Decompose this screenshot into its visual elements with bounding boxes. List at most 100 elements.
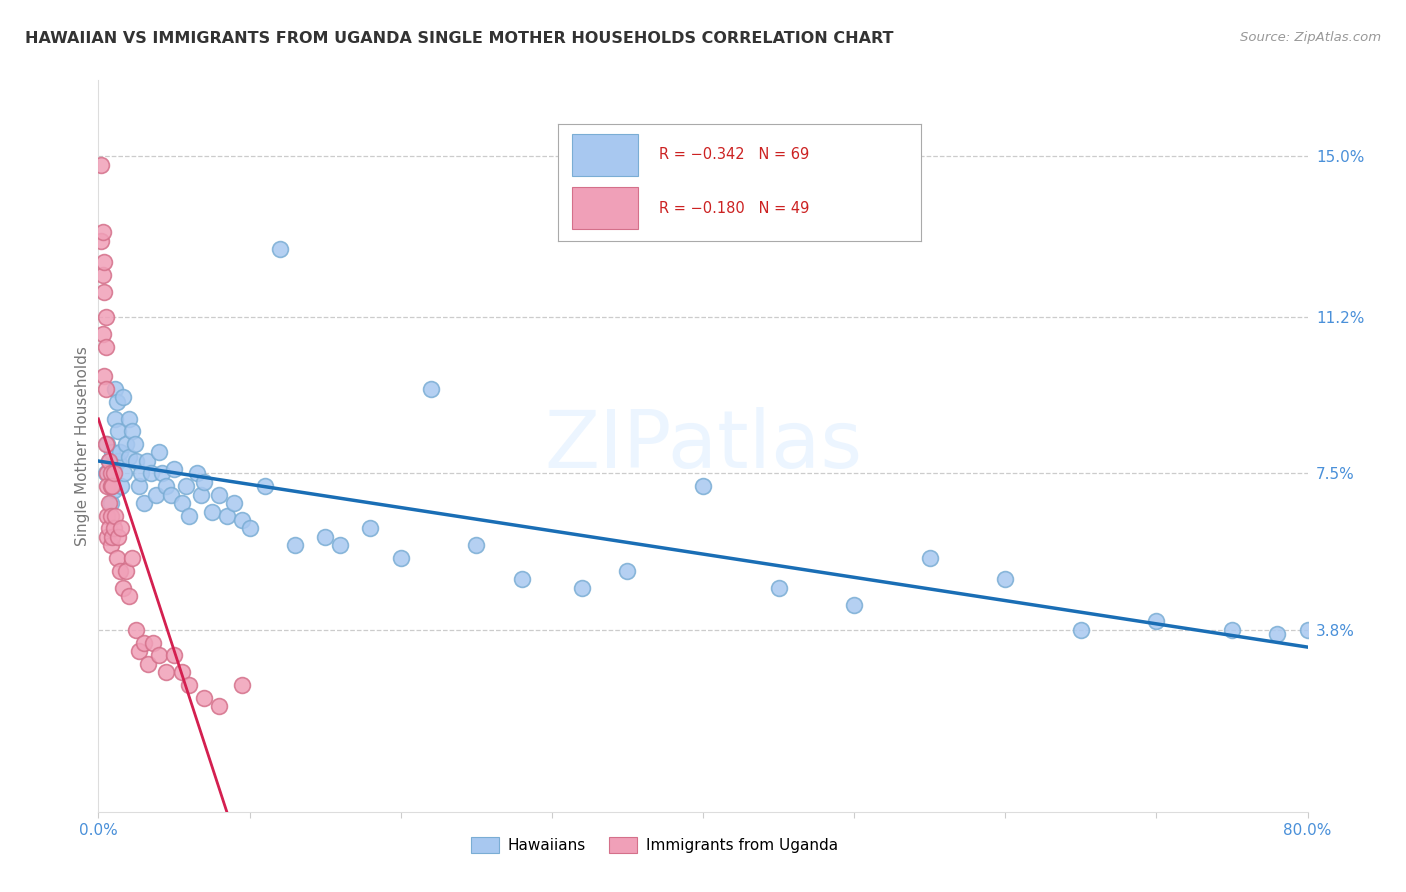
Point	[101, 445, 124, 459]
Point	[111, 390, 134, 404]
Point	[94, 467, 117, 481]
Point	[93, 255, 115, 269]
Point	[100, 508, 122, 523]
Point	[108, 445, 131, 459]
Point	[111, 581, 134, 595]
Point	[93, 285, 115, 299]
Point	[215, 508, 238, 523]
Point	[239, 521, 262, 535]
Point	[994, 572, 1017, 586]
Point	[96, 508, 118, 523]
Point	[93, 369, 115, 384]
Point	[90, 234, 112, 248]
Point	[94, 340, 117, 354]
Legend: Hawaiians, Immigrants from Uganda: Hawaiians, Immigrants from Uganda	[465, 830, 844, 859]
Point	[101, 479, 124, 493]
Point	[114, 564, 136, 578]
Point	[571, 581, 593, 595]
Point	[98, 454, 121, 468]
Point	[105, 551, 128, 566]
Point	[160, 488, 183, 502]
Point	[103, 521, 125, 535]
Point	[101, 475, 124, 489]
Point	[174, 479, 197, 493]
Point	[163, 648, 186, 663]
Point	[107, 530, 129, 544]
Point	[224, 496, 246, 510]
Point	[100, 467, 122, 481]
Point	[179, 678, 201, 692]
Point	[918, 551, 941, 566]
Point	[510, 572, 533, 586]
Point	[231, 678, 253, 692]
Point	[141, 467, 163, 481]
Point	[253, 479, 276, 493]
Text: ZIPatlas: ZIPatlas	[544, 407, 862, 485]
Point	[142, 635, 165, 649]
Point	[1296, 623, 1319, 637]
Point	[125, 454, 148, 468]
Point	[465, 538, 488, 552]
Point	[420, 382, 443, 396]
Point	[100, 479, 122, 493]
Point	[844, 598, 866, 612]
Point	[190, 488, 212, 502]
Point	[98, 496, 121, 510]
Point	[105, 394, 128, 409]
Point	[692, 479, 714, 493]
Point	[110, 521, 132, 535]
Point	[616, 564, 638, 578]
Point	[90, 158, 112, 172]
Point	[94, 310, 117, 324]
Point	[103, 467, 125, 481]
Point	[96, 467, 118, 481]
Point	[170, 665, 193, 680]
Point	[91, 326, 114, 341]
Point	[104, 382, 127, 396]
Point	[100, 479, 122, 493]
Point	[114, 437, 136, 451]
Point	[155, 479, 177, 493]
Point	[186, 467, 208, 481]
Point	[121, 424, 143, 438]
Point	[91, 268, 114, 282]
Point	[132, 635, 155, 649]
Point	[193, 475, 215, 489]
Point	[360, 521, 382, 535]
Point	[150, 467, 173, 481]
Point	[1144, 615, 1167, 629]
Point	[96, 479, 118, 493]
Point	[103, 483, 125, 498]
Point	[104, 411, 127, 425]
Point	[163, 462, 186, 476]
Point	[94, 382, 117, 396]
Point	[155, 665, 177, 680]
Point	[100, 538, 122, 552]
Point	[284, 538, 307, 552]
Point	[170, 496, 193, 510]
Point	[768, 581, 790, 595]
Point	[107, 424, 129, 438]
Point	[208, 699, 231, 714]
Point	[135, 454, 157, 468]
Point	[112, 467, 135, 481]
Point	[208, 488, 231, 502]
Point	[125, 623, 148, 637]
Point	[128, 644, 150, 658]
Y-axis label: Single Mother Households: Single Mother Households	[75, 346, 90, 546]
Point	[96, 437, 118, 451]
Point	[103, 462, 125, 476]
Point	[269, 243, 291, 257]
Point	[179, 508, 201, 523]
Point	[193, 690, 215, 705]
Point	[314, 530, 336, 544]
Point	[100, 496, 122, 510]
Point	[148, 445, 170, 459]
Point	[389, 551, 412, 566]
Point	[96, 530, 118, 544]
Point	[118, 450, 141, 464]
Point	[98, 454, 121, 468]
Point	[110, 479, 132, 493]
Point	[145, 488, 167, 502]
Point	[201, 504, 224, 518]
